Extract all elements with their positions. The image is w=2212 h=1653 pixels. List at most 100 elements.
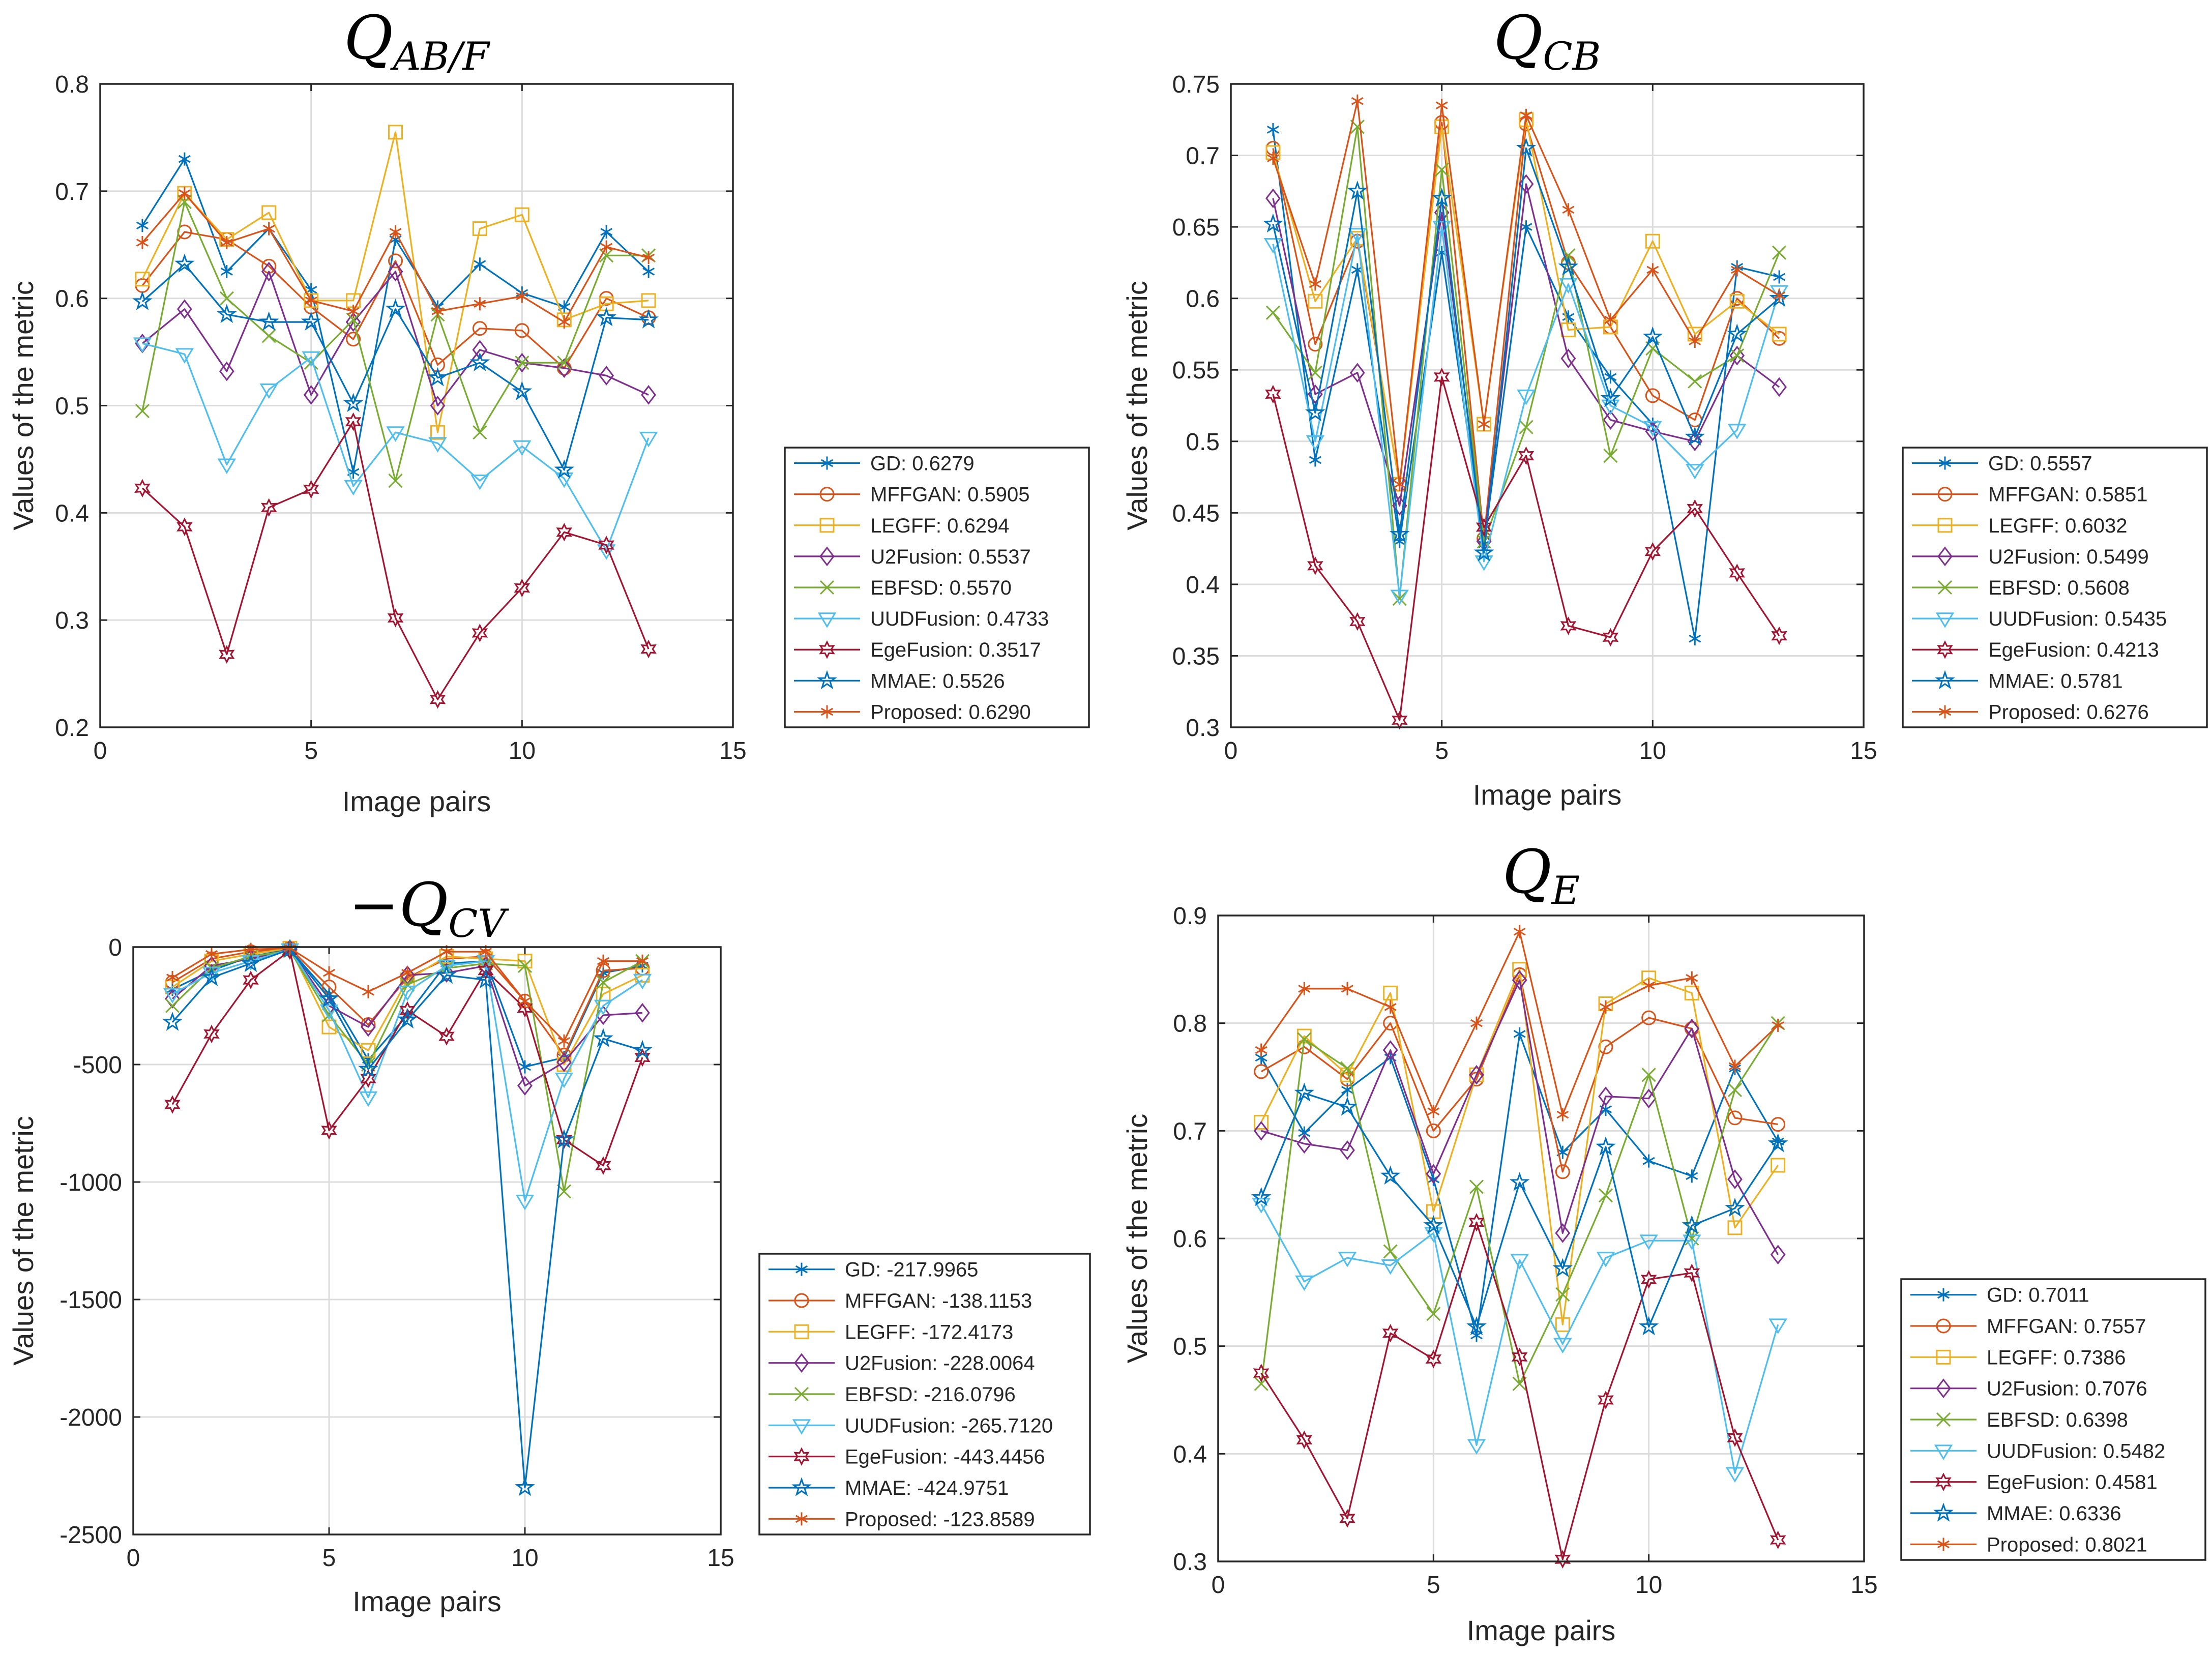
series-line-u2fusion — [1261, 979, 1779, 1255]
data-point-egefusion — [260, 498, 277, 517]
x-tick-label: 0 — [1212, 1572, 1225, 1599]
data-point-mmae — [632, 1040, 653, 1059]
y-axis-label: Values of the metric — [1121, 281, 1153, 530]
legend-marker-mmae — [1935, 670, 1955, 690]
data-point-ebfsd — [1598, 1188, 1613, 1203]
y-tick-label: 0.3 — [1186, 715, 1220, 742]
data-point-proposed — [431, 304, 444, 318]
data-point-u2fusion — [1603, 410, 1618, 430]
data-point-gd — [1309, 453, 1321, 467]
data-point-mmae — [1767, 1133, 1788, 1153]
data-point-ebfsd — [165, 998, 180, 1013]
data-point-mmae — [258, 311, 279, 331]
legend-marker-mffgan — [1936, 1318, 1951, 1334]
axes-box — [1230, 83, 1865, 728]
axes-box — [132, 946, 722, 1536]
data-point-proposed — [642, 251, 655, 264]
series-line-uudfusion — [1260, 1203, 1779, 1474]
data-point-mmae — [301, 311, 321, 331]
data-point-u2fusion — [1382, 1040, 1398, 1060]
data-point-proposed — [1686, 971, 1698, 985]
data-point-legff — [1512, 962, 1527, 977]
data-point-uudfusion — [515, 1195, 535, 1211]
data-point-egefusion — [1560, 616, 1577, 635]
data-point-uudfusion — [1517, 389, 1536, 405]
data-point-ebfsd — [1772, 245, 1787, 260]
legend-entry-u2fusion: U2Fusion: -228.0064 — [845, 1352, 1035, 1375]
data-point-u2fusion — [1265, 188, 1281, 209]
data-point-proposed — [166, 971, 179, 985]
data-point-uudfusion — [302, 351, 320, 367]
data-point-proposed — [347, 304, 360, 318]
data-point-u2fusion — [361, 1017, 376, 1037]
legend-marker-proposed — [1938, 705, 1952, 719]
data-point-ebfsd — [1727, 1082, 1743, 1097]
data-point-proposed — [1478, 418, 1490, 431]
data-point-egefusion — [1339, 1509, 1355, 1528]
data-point-proposed — [1351, 94, 1364, 108]
data-point-mmae — [638, 309, 659, 329]
data-point-uudfusion — [437, 960, 456, 976]
y-tick-label: 0.35 — [1172, 643, 1220, 670]
data-point-proposed — [1728, 1059, 1742, 1073]
legend-marker-uudfusion — [817, 612, 837, 628]
data-point-proposed — [518, 994, 532, 1008]
data-point-proposed — [1599, 1000, 1612, 1014]
data-point-mmae — [427, 367, 448, 387]
data-point-legff — [430, 425, 445, 440]
legend: GD: 0.7011 MFFGAN: 0.7557 LEGFF: 0.7386 U2F… — [1900, 1278, 2206, 1561]
legend-marker-legff — [794, 1324, 809, 1339]
data-point-proposed — [474, 297, 486, 311]
data-point-uudfusion — [633, 973, 652, 990]
data-point-u2fusion — [1518, 174, 1534, 194]
y-tick-label: 0.7 — [1173, 1118, 1207, 1145]
data-point-uudfusion — [344, 480, 363, 496]
data-point-proposed — [1520, 108, 1532, 122]
data-point-uudfusion — [513, 440, 532, 456]
y-tick-label: 0.6 — [55, 286, 89, 313]
data-point-gd — [136, 219, 149, 232]
data-point-egefusion — [1729, 564, 1745, 582]
data-point-uudfusion — [1306, 435, 1325, 451]
data-point-mmae — [1251, 1187, 1272, 1206]
data-point-egefusion — [478, 961, 494, 980]
data-point-gd — [178, 152, 191, 166]
y-tick-label: 0.3 — [55, 607, 89, 634]
legend-entry-mffgan: MFFGAN: 0.5851 — [1988, 484, 2147, 506]
data-point-mmae — [358, 1058, 378, 1078]
x-tick-label: 10 — [509, 737, 536, 764]
data-point-legff — [472, 221, 487, 237]
data-point-egefusion — [399, 1001, 416, 1020]
legend-entry-mffgan: MFFGAN: 0.7557 — [1987, 1315, 2146, 1338]
data-point-mmae — [1642, 326, 1663, 346]
legend-marker-u2fusion — [819, 546, 835, 567]
legend-entry-uudfusion: UUDFusion: 0.5435 — [1988, 608, 2167, 630]
legend-marker-ebfsd — [819, 580, 835, 595]
data-point-mmae — [1638, 1316, 1659, 1336]
data-point-egefusion — [303, 480, 319, 499]
series-line-u2fusion — [141, 271, 649, 407]
data-point-mffgan — [1641, 1010, 1657, 1025]
data-point-mmae — [1423, 1215, 1444, 1234]
data-point-mmae — [1389, 523, 1410, 543]
data-point-egefusion — [1349, 612, 1366, 631]
y-tick-label: 0.4 — [1186, 572, 1220, 599]
data-point-ebfsd — [517, 958, 533, 973]
data-point-u2fusion — [556, 358, 572, 378]
data-point-ebfsd — [1265, 305, 1280, 320]
data-point-uudfusion — [175, 348, 194, 364]
data-point-legff — [514, 207, 529, 222]
data-point-gd — [1266, 123, 1279, 136]
data-point-proposed — [1470, 1016, 1483, 1030]
data-point-u2fusion — [1512, 970, 1527, 990]
data-point-proposed — [205, 947, 218, 961]
legend-entry-proposed: Proposed: 0.6290 — [870, 701, 1031, 723]
data-point-mmae — [436, 964, 457, 984]
data-point-mmae — [1431, 188, 1452, 207]
x-tick-label: 0 — [94, 737, 107, 764]
series-group — [162, 938, 653, 1496]
data-point-egefusion — [1684, 1263, 1700, 1283]
data-point-uudfusion — [1553, 1338, 1572, 1353]
legend-marker-mffgan — [1937, 487, 1953, 502]
data-point-egefusion — [1644, 542, 1661, 561]
